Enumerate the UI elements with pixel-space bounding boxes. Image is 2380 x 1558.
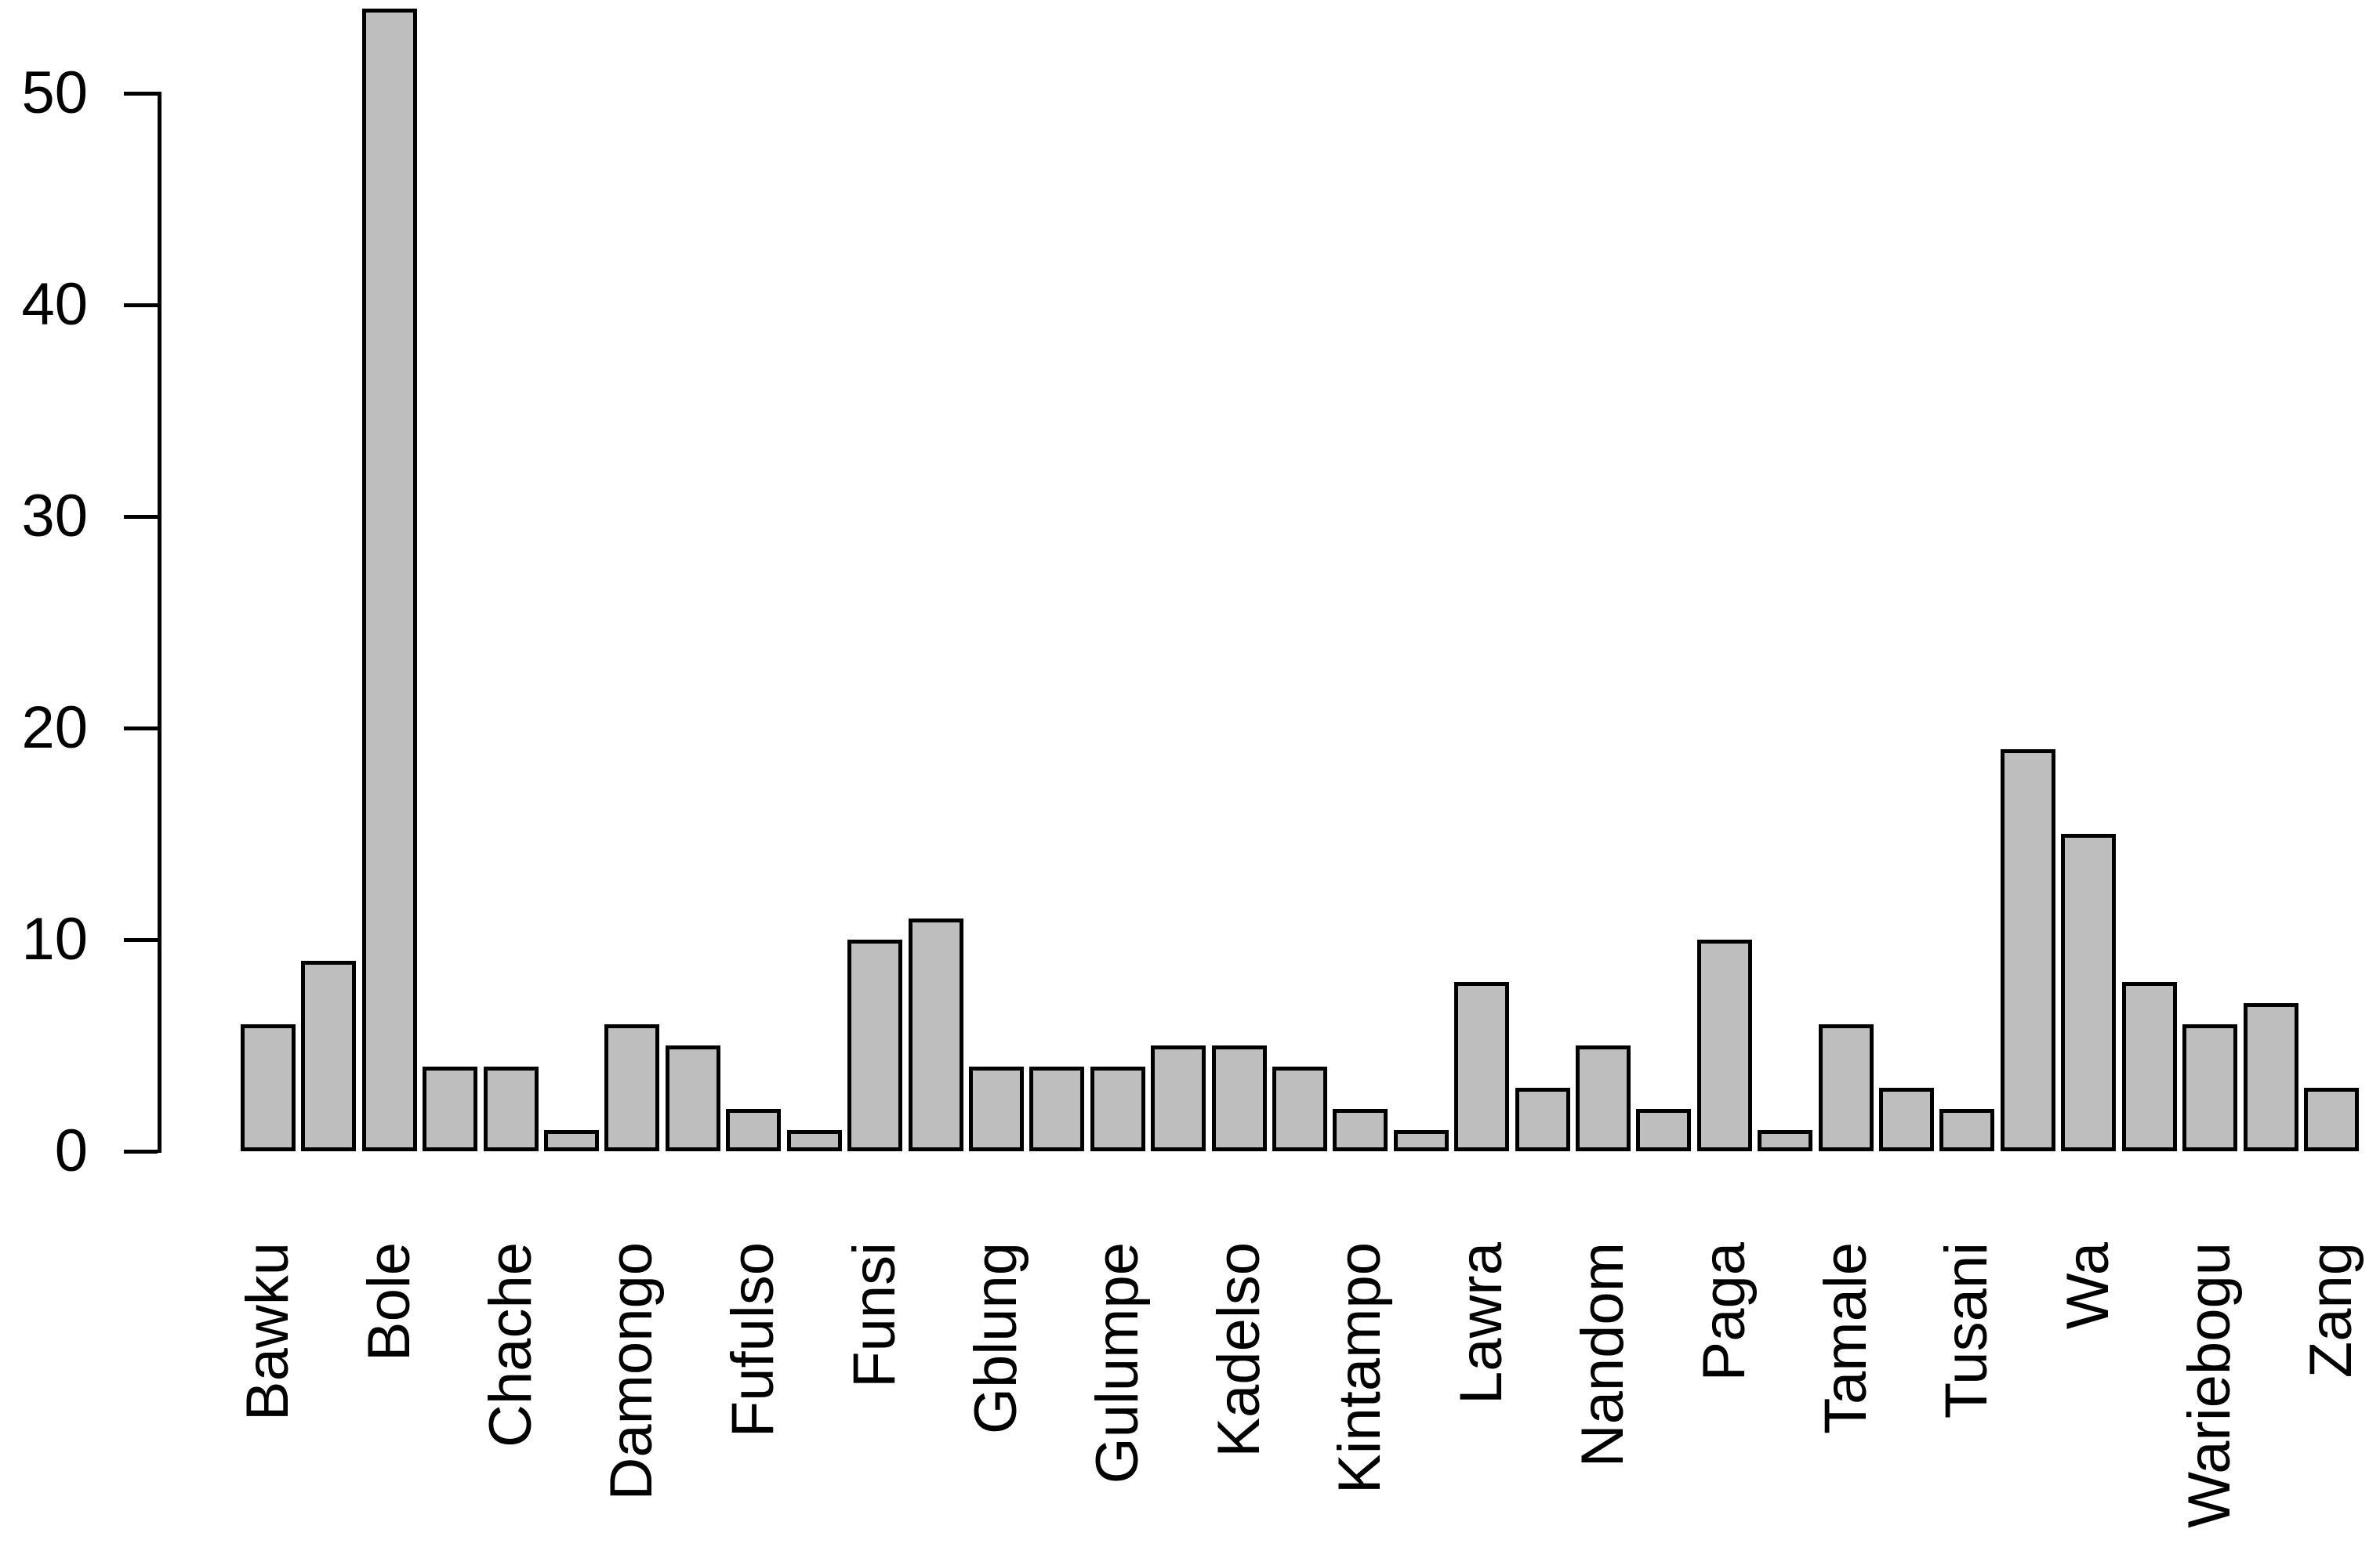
bar [969,1067,1024,1151]
y-tick-label: 0 [54,1118,88,1184]
x-axis-label: Zang [2298,1242,2364,1379]
bar [666,1045,720,1151]
bar [301,961,356,1151]
bar [1697,940,1752,1151]
bar [1576,1045,1631,1151]
bar [1394,1130,1449,1151]
x-axis-label: Kadelso [1206,1242,1272,1458]
bar [544,1130,599,1151]
x-axis-label: Damongo [598,1242,665,1501]
bar [2061,834,2116,1151]
x-axis-label: Tusani [1933,1242,2000,1419]
bar [1151,1045,1206,1151]
y-tick-label: 50 [21,60,88,126]
bar [1029,1067,1084,1151]
bar [484,1067,539,1151]
y-tick-label: 20 [21,694,88,761]
bar [2001,749,2055,1151]
bar [241,1024,296,1151]
x-axis-label: Chache [477,1242,544,1447]
x-axis-label: Nandom [1569,1242,1636,1468]
bar [423,1067,477,1151]
bar [1819,1024,1874,1151]
bar [1636,1109,1691,1151]
bar [1939,1109,1994,1151]
bar [362,9,417,1151]
bar [726,1109,781,1151]
bar [1333,1109,1388,1151]
x-axis-label: Funsi [841,1242,908,1388]
y-axis-line [158,92,161,1153]
bar [1515,1088,1570,1151]
y-tick [124,1150,158,1154]
x-axis-label: Fufulso [720,1242,786,1438]
y-tick [124,303,158,307]
bar [1454,982,1509,1151]
bar [1212,1045,1267,1151]
x-axis-label: Kintampo [1326,1242,1393,1495]
x-axis-label: Tamale [1812,1242,1879,1434]
bar [1272,1067,1327,1151]
bar [2182,1024,2237,1151]
bar [909,918,963,1151]
x-axis-label: Lawra [1448,1242,1515,1404]
bar [1879,1088,1934,1151]
y-tick-label: 40 [21,271,88,338]
y-tick [124,726,158,730]
x-axis-label: Bawku [234,1242,301,1422]
x-axis-label: Bole [356,1242,423,1362]
y-tick-label: 10 [21,906,88,973]
bar [2122,982,2177,1151]
bar [847,940,902,1151]
x-axis-label: Gulumpe [1084,1242,1151,1484]
bar [787,1130,842,1151]
x-axis-label: Paga [1691,1242,1758,1382]
x-axis-label: Gblung [963,1242,1029,1435]
x-axis-label: Wariebogu [2176,1242,2243,1528]
bar [2304,1088,2359,1151]
y-tick [124,92,158,96]
x-axis-label: Wa [2055,1242,2121,1330]
y-tick [124,515,158,519]
bar [604,1024,659,1151]
y-tick-label: 30 [21,483,88,549]
bar [2244,1003,2298,1151]
bar [1090,1067,1145,1151]
bar [1758,1130,1812,1151]
y-tick [124,938,158,942]
